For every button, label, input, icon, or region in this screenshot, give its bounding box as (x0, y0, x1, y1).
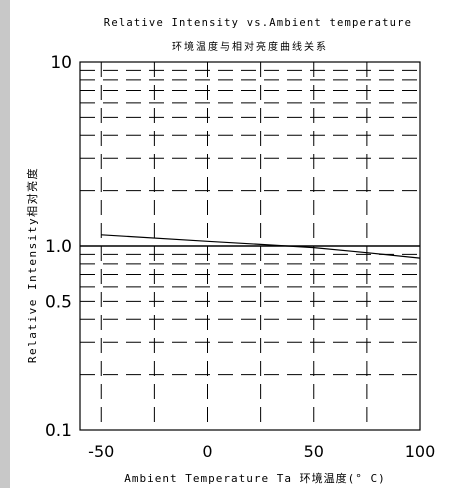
chart-title: Relative Intensity vs.Ambient temperatur… (104, 17, 412, 29)
x-axis-label: Ambient Temperature Ta 环境温度(° C) (124, 471, 385, 485)
chart-subtitle: 环境温度与相对亮度曲线关系 (172, 40, 328, 53)
y-axis-label: Relative Intensity相对亮度 (25, 167, 39, 363)
y-tick-label: 0.5 (45, 292, 72, 312)
y-tick-label: 0.1 (45, 421, 72, 441)
series-layer (101, 234, 421, 259)
y-tick-label: 10 (50, 53, 72, 73)
x-tick-label: 100 (405, 442, 436, 461)
x-tick-label: 50 (304, 442, 324, 461)
series-line-0 (101, 234, 421, 259)
plot-frame (79, 61, 421, 431)
grid (80, 62, 420, 430)
side-strip (0, 0, 10, 488)
x-tick-label: -50 (88, 442, 114, 461)
tick-labels: -50 0 50 100 0.1 0.5 1.0 10 (45, 53, 435, 461)
y-tick-label: 1.0 (45, 237, 72, 257)
x-tick-label: 0 (202, 442, 212, 461)
